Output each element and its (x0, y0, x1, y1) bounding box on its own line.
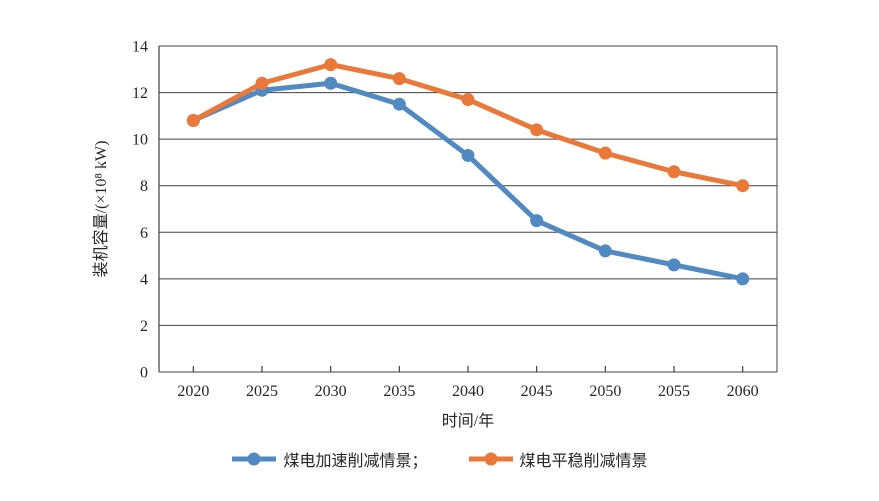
x-tick-label: 2020 (177, 383, 209, 400)
legend-item-accelerated-scenario: 煤电加速削减情景； (231, 447, 428, 471)
data-point (186, 114, 200, 128)
data-point (667, 165, 681, 179)
data-point (461, 148, 475, 162)
series-line-1 (190, 62, 746, 189)
data-point (530, 123, 544, 137)
x-axis-title: 时间/年 (442, 412, 494, 430)
data-point (736, 272, 750, 286)
data-point (530, 214, 544, 228)
data-point (392, 72, 406, 86)
x-tick-label: 2055 (658, 383, 690, 400)
x-tick-label: 2045 (521, 383, 553, 400)
legend-item-steady-scenario: 煤电平稳削减情景 (468, 447, 648, 471)
legend-label: 煤电加速削减情景； (283, 453, 428, 470)
x-tick-label: 2030 (315, 383, 347, 400)
x-tick-label: 2050 (589, 383, 621, 400)
x-tick-label: 2025 (246, 383, 278, 400)
legend-label: 煤电平稳削减情景 (519, 453, 648, 470)
legend-line-marker-icon (232, 452, 277, 466)
data-point (392, 97, 406, 111)
x-tick-label: 2035 (383, 383, 415, 400)
y-axis-title: 装机容量/(×10⁸ kW) (92, 141, 110, 278)
y-tick-label: 6 (140, 225, 148, 242)
legend-dot (484, 452, 497, 466)
x-tick-label: 2040 (452, 383, 484, 400)
data-point (667, 258, 681, 272)
legend: 煤电加速削减情景； 煤电平稳削减情景 (0, 447, 879, 471)
data-point (324, 58, 338, 72)
plot-area: 时间/年 装机容量/(×10⁸ kW) 0 2 4 6 8 10 12 14 2020 2025 2… (92, 39, 778, 430)
legend-dot (247, 452, 261, 466)
data-point (461, 93, 475, 107)
y-tick-label: 4 (140, 271, 148, 288)
data-point (736, 179, 750, 193)
x-tick-label: 2060 (727, 383, 759, 400)
y-tick-label: 12 (132, 85, 148, 102)
series-line-0 (190, 80, 746, 282)
y-tick-label: 8 (140, 178, 148, 195)
y-tick-label: 0 (140, 365, 148, 382)
data-point (598, 244, 612, 258)
data-point (324, 76, 338, 90)
y-tick-label: 14 (132, 39, 148, 56)
data-point (598, 146, 612, 160)
y-tick-label: 10 (132, 132, 148, 149)
y-tick-label: 2 (140, 318, 148, 335)
legend-line-marker-icon (468, 452, 513, 466)
data-point (255, 76, 269, 90)
